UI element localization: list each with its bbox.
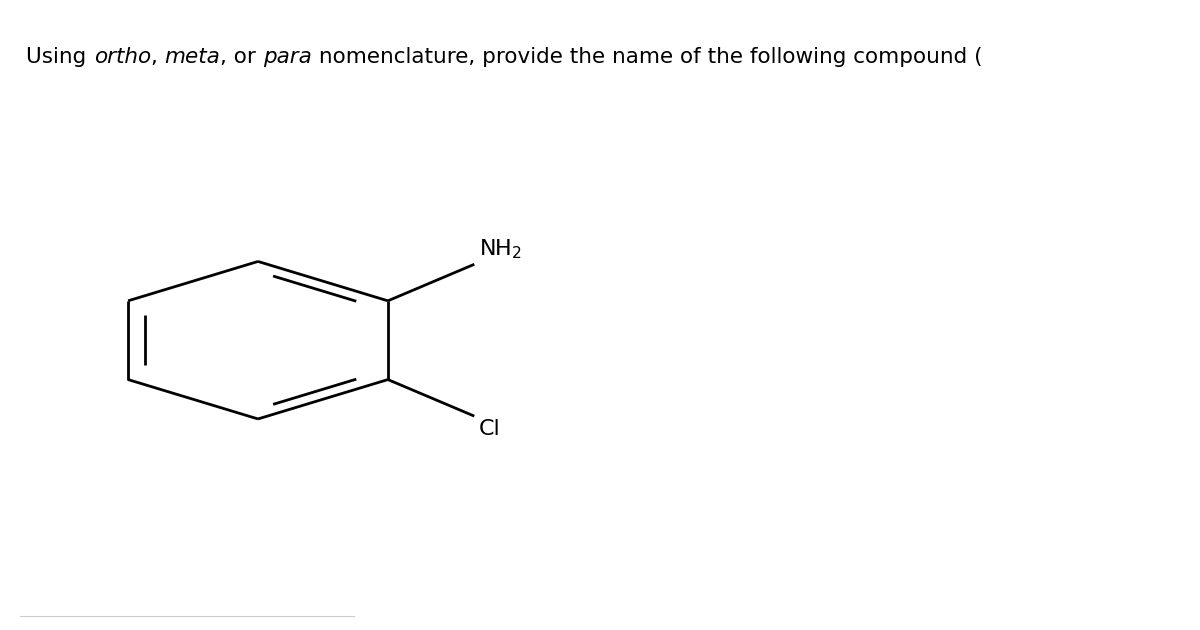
- Text: nomenclature, provide the name of the following compound (: nomenclature, provide the name of the fo…: [312, 47, 982, 67]
- Text: ,: ,: [151, 47, 164, 67]
- Text: , or: , or: [220, 47, 263, 67]
- Text: ortho: ortho: [94, 47, 151, 67]
- Text: para: para: [263, 47, 312, 67]
- Text: meta: meta: [164, 47, 220, 67]
- Text: NH$_2$: NH$_2$: [479, 238, 522, 261]
- Text: Using: Using: [26, 47, 94, 67]
- Text: Cl: Cl: [479, 420, 500, 439]
